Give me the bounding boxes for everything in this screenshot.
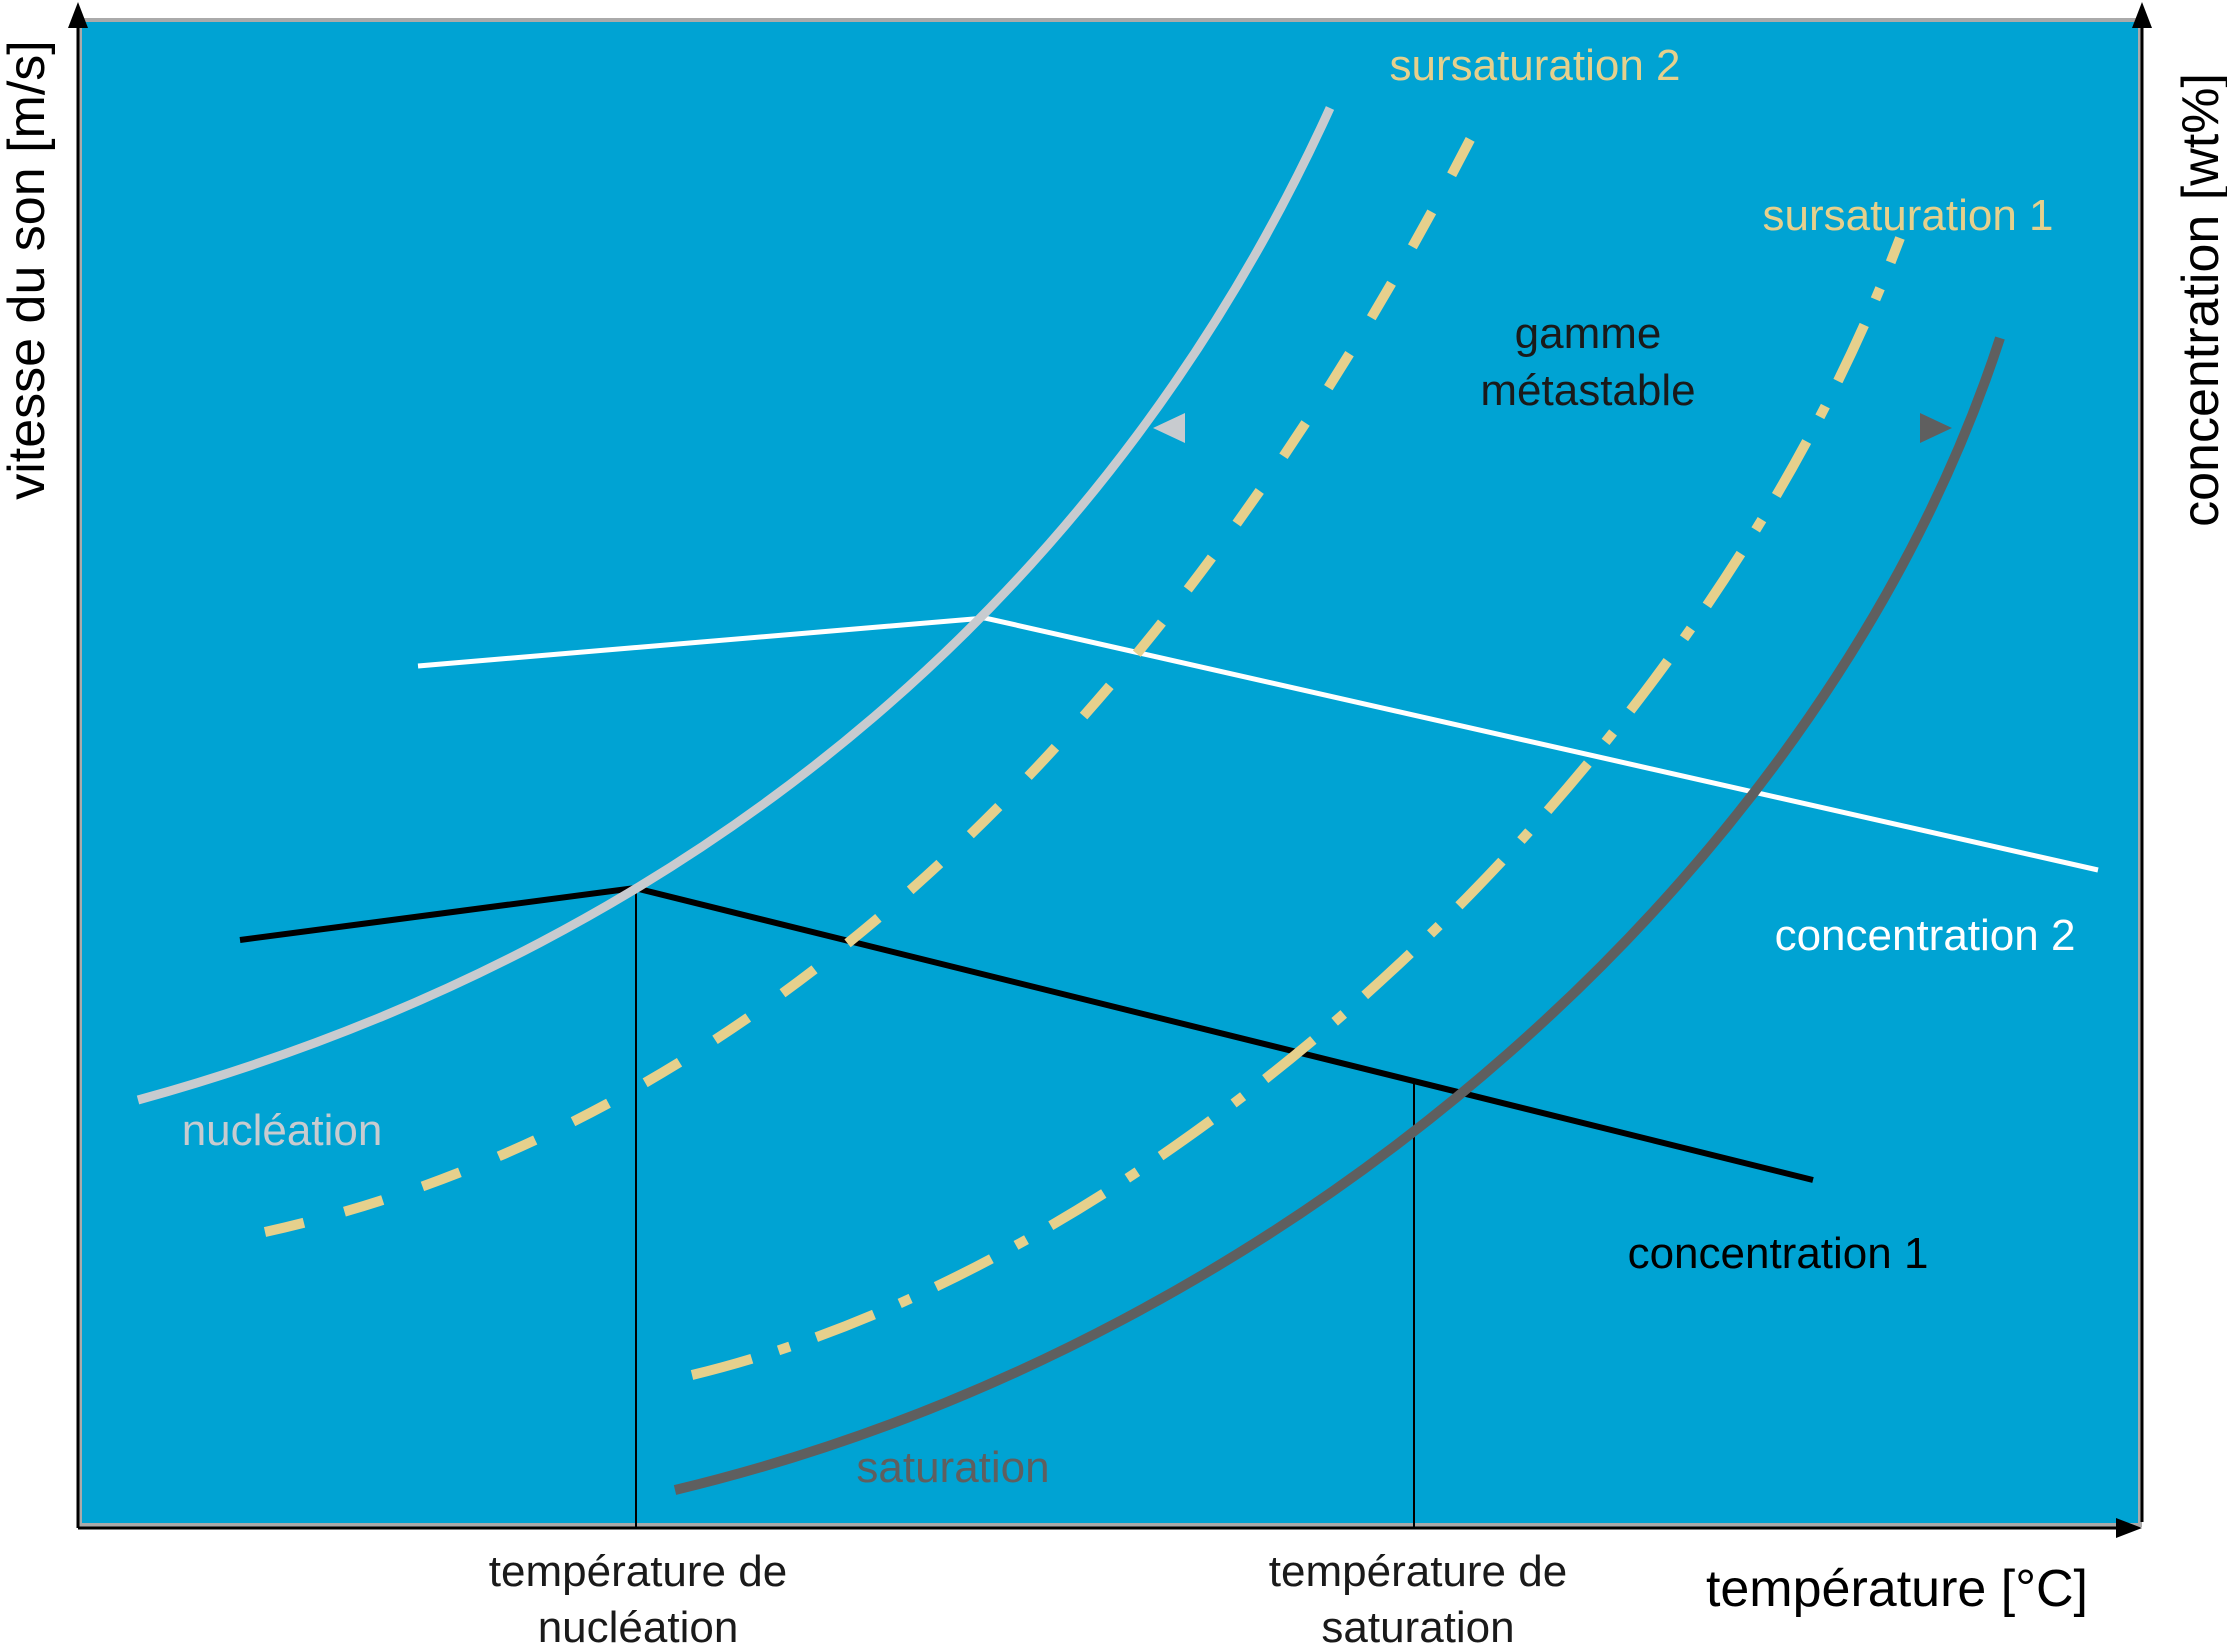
plot-area — [78, 18, 2142, 1527]
arrowhead-left — [1153, 413, 1185, 443]
nucleation-label: nucléation — [182, 1106, 383, 1155]
nucleation-temperature-label-line1: température de — [489, 1547, 787, 1596]
saturation-temperature-label-line2: saturation — [1321, 1603, 1514, 1647]
bottom-axis-arrowhead — [2116, 1518, 2142, 1538]
metastable-range-arrow — [1153, 413, 1952, 443]
right-axis-label: concentration [wt%] — [2172, 73, 2227, 527]
axes — [68, 2, 2152, 1538]
saturation-curve — [673, 336, 2005, 1495]
supersaturation-2-curve — [263, 127, 1480, 1237]
supersaturation-1-label: sursaturation 1 — [1762, 191, 2053, 240]
left-axis-label: vitesse du son [m/s] — [0, 40, 56, 500]
concentration-2-label: concentration 2 — [1775, 911, 2076, 960]
arrowhead-right — [1920, 413, 1952, 443]
nucleation-curve — [136, 106, 1335, 1105]
metastable-range-label-line2: métastable — [1480, 366, 1695, 415]
supersaturation-2-label: sursaturation 2 — [1389, 41, 1680, 90]
nucleation-temperature-label-line2: nucléation — [538, 1603, 739, 1647]
metastable-range-label-line1: gamme — [1515, 309, 1662, 358]
right-axis-arrowhead — [2132, 2, 2152, 28]
left-axis-arrowhead — [68, 2, 88, 28]
concentration-1-label: concentration 1 — [1628, 1229, 1929, 1278]
saturation-label: saturation — [856, 1443, 1049, 1492]
bottom-axis-label: température [°C] — [1706, 1560, 2088, 1618]
supersaturation-1-curve — [690, 236, 1905, 1380]
saturation-temperature-label-line1: température de — [1269, 1547, 1567, 1596]
